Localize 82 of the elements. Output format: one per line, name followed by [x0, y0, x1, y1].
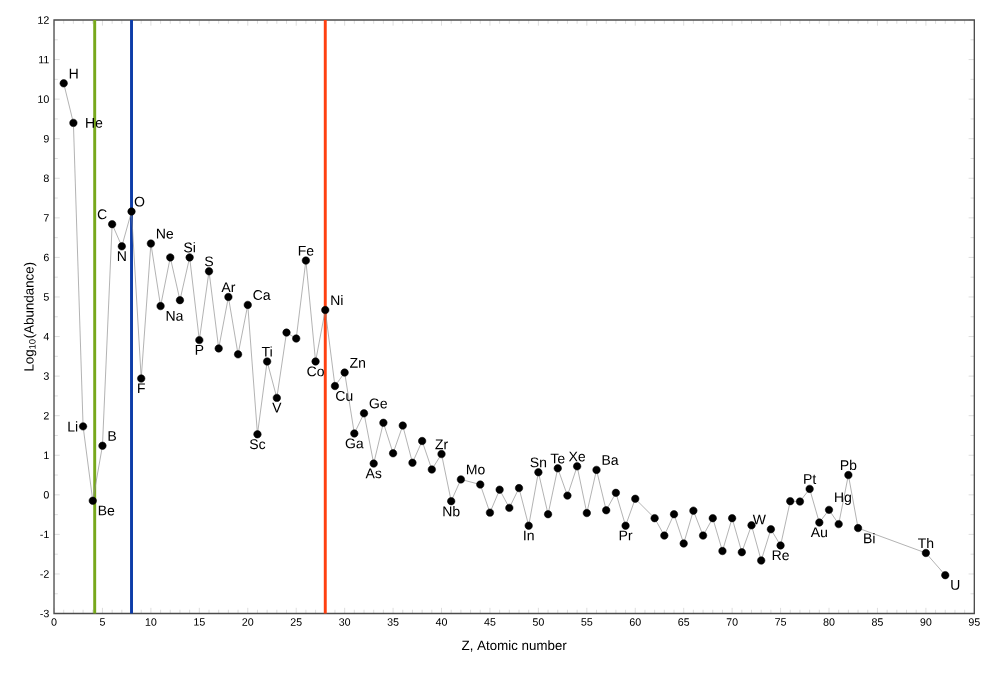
x-tick-label: 80 — [823, 618, 835, 626]
annotation: Na — [166, 310, 184, 321]
annotation: Te — [550, 453, 565, 464]
x-tick-label: 85 — [871, 618, 883, 626]
x-tick-label: 60 — [629, 618, 641, 626]
annotation: Pb — [840, 459, 857, 471]
y-tick-label: 6 — [43, 253, 49, 262]
annotation: Th — [918, 537, 934, 548]
y-tick-label: 4 — [43, 332, 49, 341]
annotation: H — [69, 68, 78, 79]
annotation: Be — [98, 505, 115, 516]
y-tick-label: -3 — [40, 609, 49, 618]
x-tick-label: 40 — [435, 618, 448, 626]
x-tick-label: 10 — [145, 618, 157, 626]
annotation: Ni — [331, 294, 343, 305]
y-tick-label: 0 — [43, 490, 49, 499]
x-tick-label: 30 — [339, 618, 351, 626]
annotation: Sc — [249, 439, 266, 450]
annotation: Mo — [466, 464, 485, 475]
annotation: Zn — [350, 357, 366, 368]
annotation: Co — [307, 366, 324, 377]
y-tick-label: 2 — [43, 411, 49, 420]
annotation: As — [365, 468, 382, 479]
annotation: P — [195, 344, 204, 355]
y-tick-label: 9 — [43, 134, 49, 143]
annotation: Ba — [602, 455, 619, 465]
annotation: S — [204, 256, 214, 267]
y-tick-label: 7 — [43, 214, 49, 222]
annotation: Ca — [253, 289, 271, 300]
x-tick-label: 25 — [290, 618, 302, 626]
x-tick-label: 15 — [194, 618, 205, 626]
annotation: Zr — [435, 439, 448, 450]
x-tick-label: 70 — [726, 618, 738, 626]
y-tick-label: 1 — [44, 451, 49, 459]
annotation: Si — [184, 242, 195, 253]
y-tick-label: 10 — [38, 95, 49, 103]
annotation: Bi — [864, 532, 875, 544]
x-tick-label: 95 — [968, 618, 980, 626]
x-tick-label: 5 — [99, 618, 105, 626]
x-tick-label: 0 — [51, 618, 57, 626]
annotation: Pr — [619, 530, 633, 541]
annotation: U — [951, 579, 960, 590]
annotation: V — [272, 402, 282, 413]
annotation: Cu — [336, 390, 353, 401]
x-tick-label: 35 — [387, 618, 399, 626]
y-tick-label: 5 — [43, 293, 49, 301]
y-tick-label: 8 — [43, 174, 49, 182]
x-tick-label: 50 — [532, 618, 544, 626]
x-tick-label: 45 — [484, 618, 496, 626]
y-tick-label: 11 — [39, 55, 49, 64]
x-tick-label: 65 — [678, 618, 690, 626]
annotation: Re — [772, 550, 789, 561]
annotation: Fe — [298, 245, 314, 256]
annotation: In — [524, 530, 534, 541]
y-tick-label: 3 — [43, 372, 49, 380]
annotation: Pt — [804, 474, 817, 484]
x-tick-label: 55 — [581, 618, 593, 626]
annotation: Hg — [835, 492, 851, 505]
annotation: Nb — [443, 505, 460, 517]
annotation: Ti — [261, 346, 272, 357]
annotation: C — [97, 209, 107, 220]
annotation: O — [134, 196, 145, 207]
x-axis-title: Z, Atomic number — [461, 640, 567, 652]
x-tick-label: 75 — [775, 618, 787, 626]
y-tick-label: 12 — [38, 16, 49, 24]
annotation: Au — [810, 527, 827, 538]
y-axis-title: Log$_{10}$(Abundance) — [23, 262, 37, 371]
annotation: F — [138, 383, 145, 393]
annotation: N — [117, 251, 126, 261]
x-tick-label: 20 — [242, 618, 254, 626]
x-tick-label: 90 — [920, 618, 932, 626]
annotation: W — [752, 514, 766, 525]
annotation: Li — [68, 421, 78, 432]
annotation: Ne — [156, 228, 174, 239]
y-tick-label: -1 — [40, 530, 49, 538]
annotation: B — [108, 431, 116, 441]
annotation: Sn — [530, 457, 547, 468]
annotation: Ge — [369, 398, 387, 409]
annotation: Xe — [568, 451, 586, 462]
y-tick-label: -2 — [40, 570, 49, 578]
annotation: Ar — [221, 282, 236, 292]
annotation: Ga — [345, 438, 364, 449]
